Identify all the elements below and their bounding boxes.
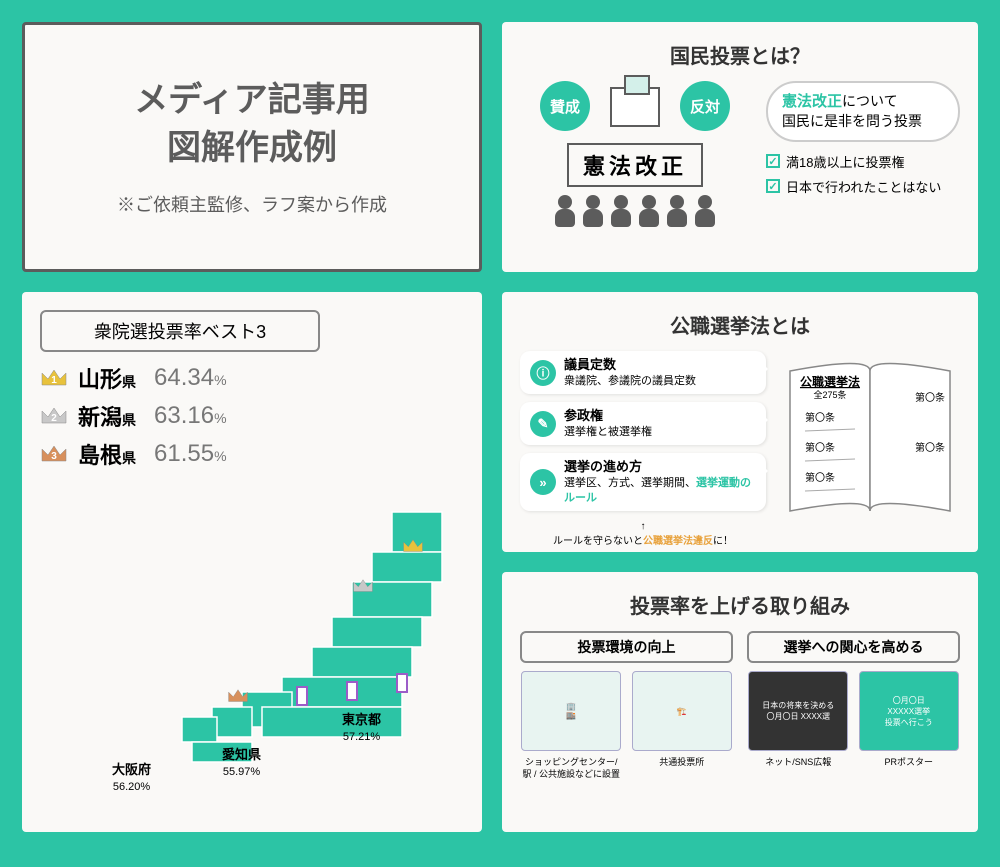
common-voting-illustration: 🏗️ xyxy=(632,671,732,751)
svg-text:第〇条: 第〇条 xyxy=(915,391,945,404)
rank-list: 1 山形県 64.34% 2 新潟県 63.16% 3 島根県 61.55% xyxy=(40,362,464,470)
turnout-header: 衆院選投票率ベスト3 xyxy=(40,310,320,352)
col-interest: 選挙への関心を高める 日本の将来を決める 〇月〇日 XXXX選ネット/SNS広報… xyxy=(747,631,960,780)
svg-text:第〇条: 第〇条 xyxy=(805,471,835,484)
svg-text:第〇条: 第〇条 xyxy=(915,441,945,454)
main-title: メディア記事用図解作成例 xyxy=(134,77,370,172)
p3-desc: 憲法改正について 国民に是非を問う投票 ✓満18歳以上に投票権✓日本で行われたこ… xyxy=(766,81,960,196)
law-item-icon: » xyxy=(530,469,556,495)
poster-illustration: 〇月〇日 XXXXX選挙 投票へ行こう xyxy=(859,671,959,751)
p3-title: 国民投票とは？ xyxy=(520,40,960,69)
referendum-panel: 国民投票とは？ 賛成 反対 憲法改正 憲法改正について 国民に是非を問う投票 ✓… xyxy=(502,22,978,272)
map-crown-icon xyxy=(402,537,424,555)
law-item-icon: ✎ xyxy=(530,411,556,437)
turnout-panel: 衆院選投票率ベスト3 1 山形県 64.34% 2 新潟県 63.16% 3 島… xyxy=(22,292,482,832)
crown-icon: 1 xyxy=(40,367,68,389)
ballot-box-icon xyxy=(610,87,660,127)
voting-place-illustration: 🏢🏬 xyxy=(521,671,621,751)
law-item: ⓘ 議員定数衆議院、参議院の議員定数 xyxy=(520,351,766,394)
svg-text:全275条: 全275条 xyxy=(813,389,846,400)
check-icon: ✓ xyxy=(766,154,780,168)
law-item: ✎ 参政権選挙権と被選挙権 xyxy=(520,402,766,445)
subtitle: ※ご依頼主監修、ラフ案から作成 xyxy=(117,191,387,217)
svg-text:第〇条: 第〇条 xyxy=(805,441,835,454)
svg-text:第〇条: 第〇条 xyxy=(805,411,835,424)
rank-item: 3 島根県 61.55% xyxy=(40,438,464,470)
people-icons xyxy=(555,195,715,227)
rank-item: 2 新潟県 63.16% xyxy=(40,400,464,432)
japan-map xyxy=(172,502,472,822)
initiatives-panel: 投票率を上げる取り組み 投票環境の向上 🏢🏬ショッピングセンター/ 駅 / 公共… xyxy=(502,572,978,832)
check-icon: ✓ xyxy=(766,179,780,193)
no-badge: 反対 xyxy=(680,81,730,131)
low-label: 大阪府56.20% xyxy=(112,762,151,794)
low-label: 愛知県55.97% xyxy=(222,747,261,779)
svg-text:1: 1 xyxy=(51,375,57,386)
check-item: ✓日本で行われたことはない xyxy=(766,177,960,196)
vote-illustration: 賛成 反対 憲法改正 xyxy=(520,81,750,227)
svg-text:公職選挙法: 公職選挙法 xyxy=(800,374,860,389)
banner: 憲法改正 xyxy=(567,143,703,187)
crown-icon: 3 xyxy=(40,443,68,465)
p5-title: 投票率を上げる取り組み xyxy=(520,590,960,619)
law-bubbles: ⓘ 議員定数衆議院、参議院の議員定数 ✎ 参政権選挙権と被選挙権 » 選挙の進め… xyxy=(520,351,766,547)
law-item-icon: ⓘ xyxy=(530,360,556,386)
law-note: ↑ルールを守らないと公職選挙法違反に！ xyxy=(520,521,766,547)
crown-icon: 2 xyxy=(40,405,68,427)
title-panel: メディア記事用図解作成例 ※ご依頼主監修、ラフ案から作成 xyxy=(22,22,482,272)
p4-title: 公職選挙法とは xyxy=(520,310,960,339)
law-panel: 公職選挙法とは ⓘ 議員定数衆議院、参議院の議員定数 ✎ 参政権選挙権と被選挙権… xyxy=(502,292,978,552)
check-item: ✓満18歳以上に投票権 xyxy=(766,152,960,171)
col-environment: 投票環境の向上 🏢🏬ショッピングセンター/ 駅 / 公共施設などに設置 🏗️共通… xyxy=(520,631,733,780)
law-item: » 選挙の進め方選挙区、方式、選挙期間、選挙運動のルール xyxy=(520,453,766,510)
book-illustration: 公職選挙法 全275条 第〇条 第〇条 第〇条 第〇条 第〇条 xyxy=(780,351,960,521)
sns-illustration: 日本の将来を決める 〇月〇日 XXXX選 xyxy=(748,671,848,751)
map-crown-icon xyxy=(352,577,374,595)
svg-text:3: 3 xyxy=(51,451,57,462)
yes-badge: 賛成 xyxy=(540,81,590,131)
rank-item: 1 山形県 64.34% xyxy=(40,362,464,394)
svg-text:2: 2 xyxy=(51,413,57,424)
map-crown-icon xyxy=(227,687,249,705)
low-label: 東京都57.21% xyxy=(342,712,381,744)
